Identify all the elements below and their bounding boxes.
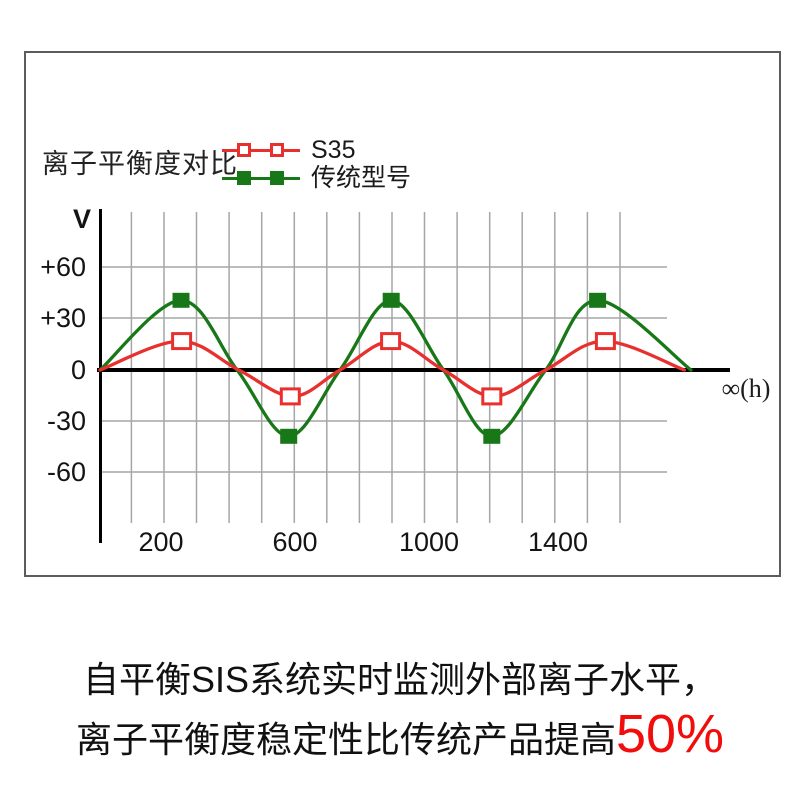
x-tick-label: 200 — [138, 527, 184, 557]
y-axis-unit-label: V — [73, 204, 92, 234]
y-tick-label: -30 — [46, 406, 86, 436]
filled-square-icon — [270, 170, 284, 185]
legend: S35 传统型号 — [222, 136, 411, 192]
y-tick-label: +30 — [40, 303, 86, 333]
legend-label-s35: S35 — [311, 136, 356, 164]
caption-line-1: 自平衡SIS系统实时监测外部离子水平， — [82, 659, 718, 700]
chart-title: 离子平衡度对比 — [42, 149, 238, 179]
filled-square-marker-icon — [222, 170, 300, 187]
open-square-icon — [237, 142, 251, 157]
chart-panel — [24, 51, 781, 577]
caption-line-2: 离子平衡度稳定性比传统产品提高50% — [0, 707, 800, 766]
caption-highlight: 50% — [615, 704, 725, 764]
open-square-icon — [270, 142, 284, 157]
y-tick-label: 0 — [70, 355, 86, 385]
legend-item-traditional: 传统型号 — [222, 164, 411, 192]
filled-square-icon — [237, 170, 251, 185]
legend-item-s35: S35 — [222, 136, 411, 164]
legend-label-traditional: 传统型号 — [311, 164, 412, 192]
x-tick-label: 1400 — [527, 527, 589, 557]
legend-line — [222, 148, 300, 152]
caption: 自平衡SIS系统实时监测外部离子水平， 离子平衡度稳定性比传统产品提高50% — [0, 658, 800, 766]
y-tick-label: -60 — [46, 457, 86, 487]
x-tick-label: 600 — [272, 527, 318, 557]
y-tick-label: +60 — [40, 252, 86, 282]
legend-line — [222, 176, 300, 180]
x-tick-label: 1000 — [398, 527, 460, 557]
open-square-marker-icon — [222, 142, 300, 159]
x-axis-end-label: ∞(h) — [721, 374, 771, 403]
caption-line-2-text: 离子平衡度稳定性比传统产品提高 — [75, 719, 616, 760]
